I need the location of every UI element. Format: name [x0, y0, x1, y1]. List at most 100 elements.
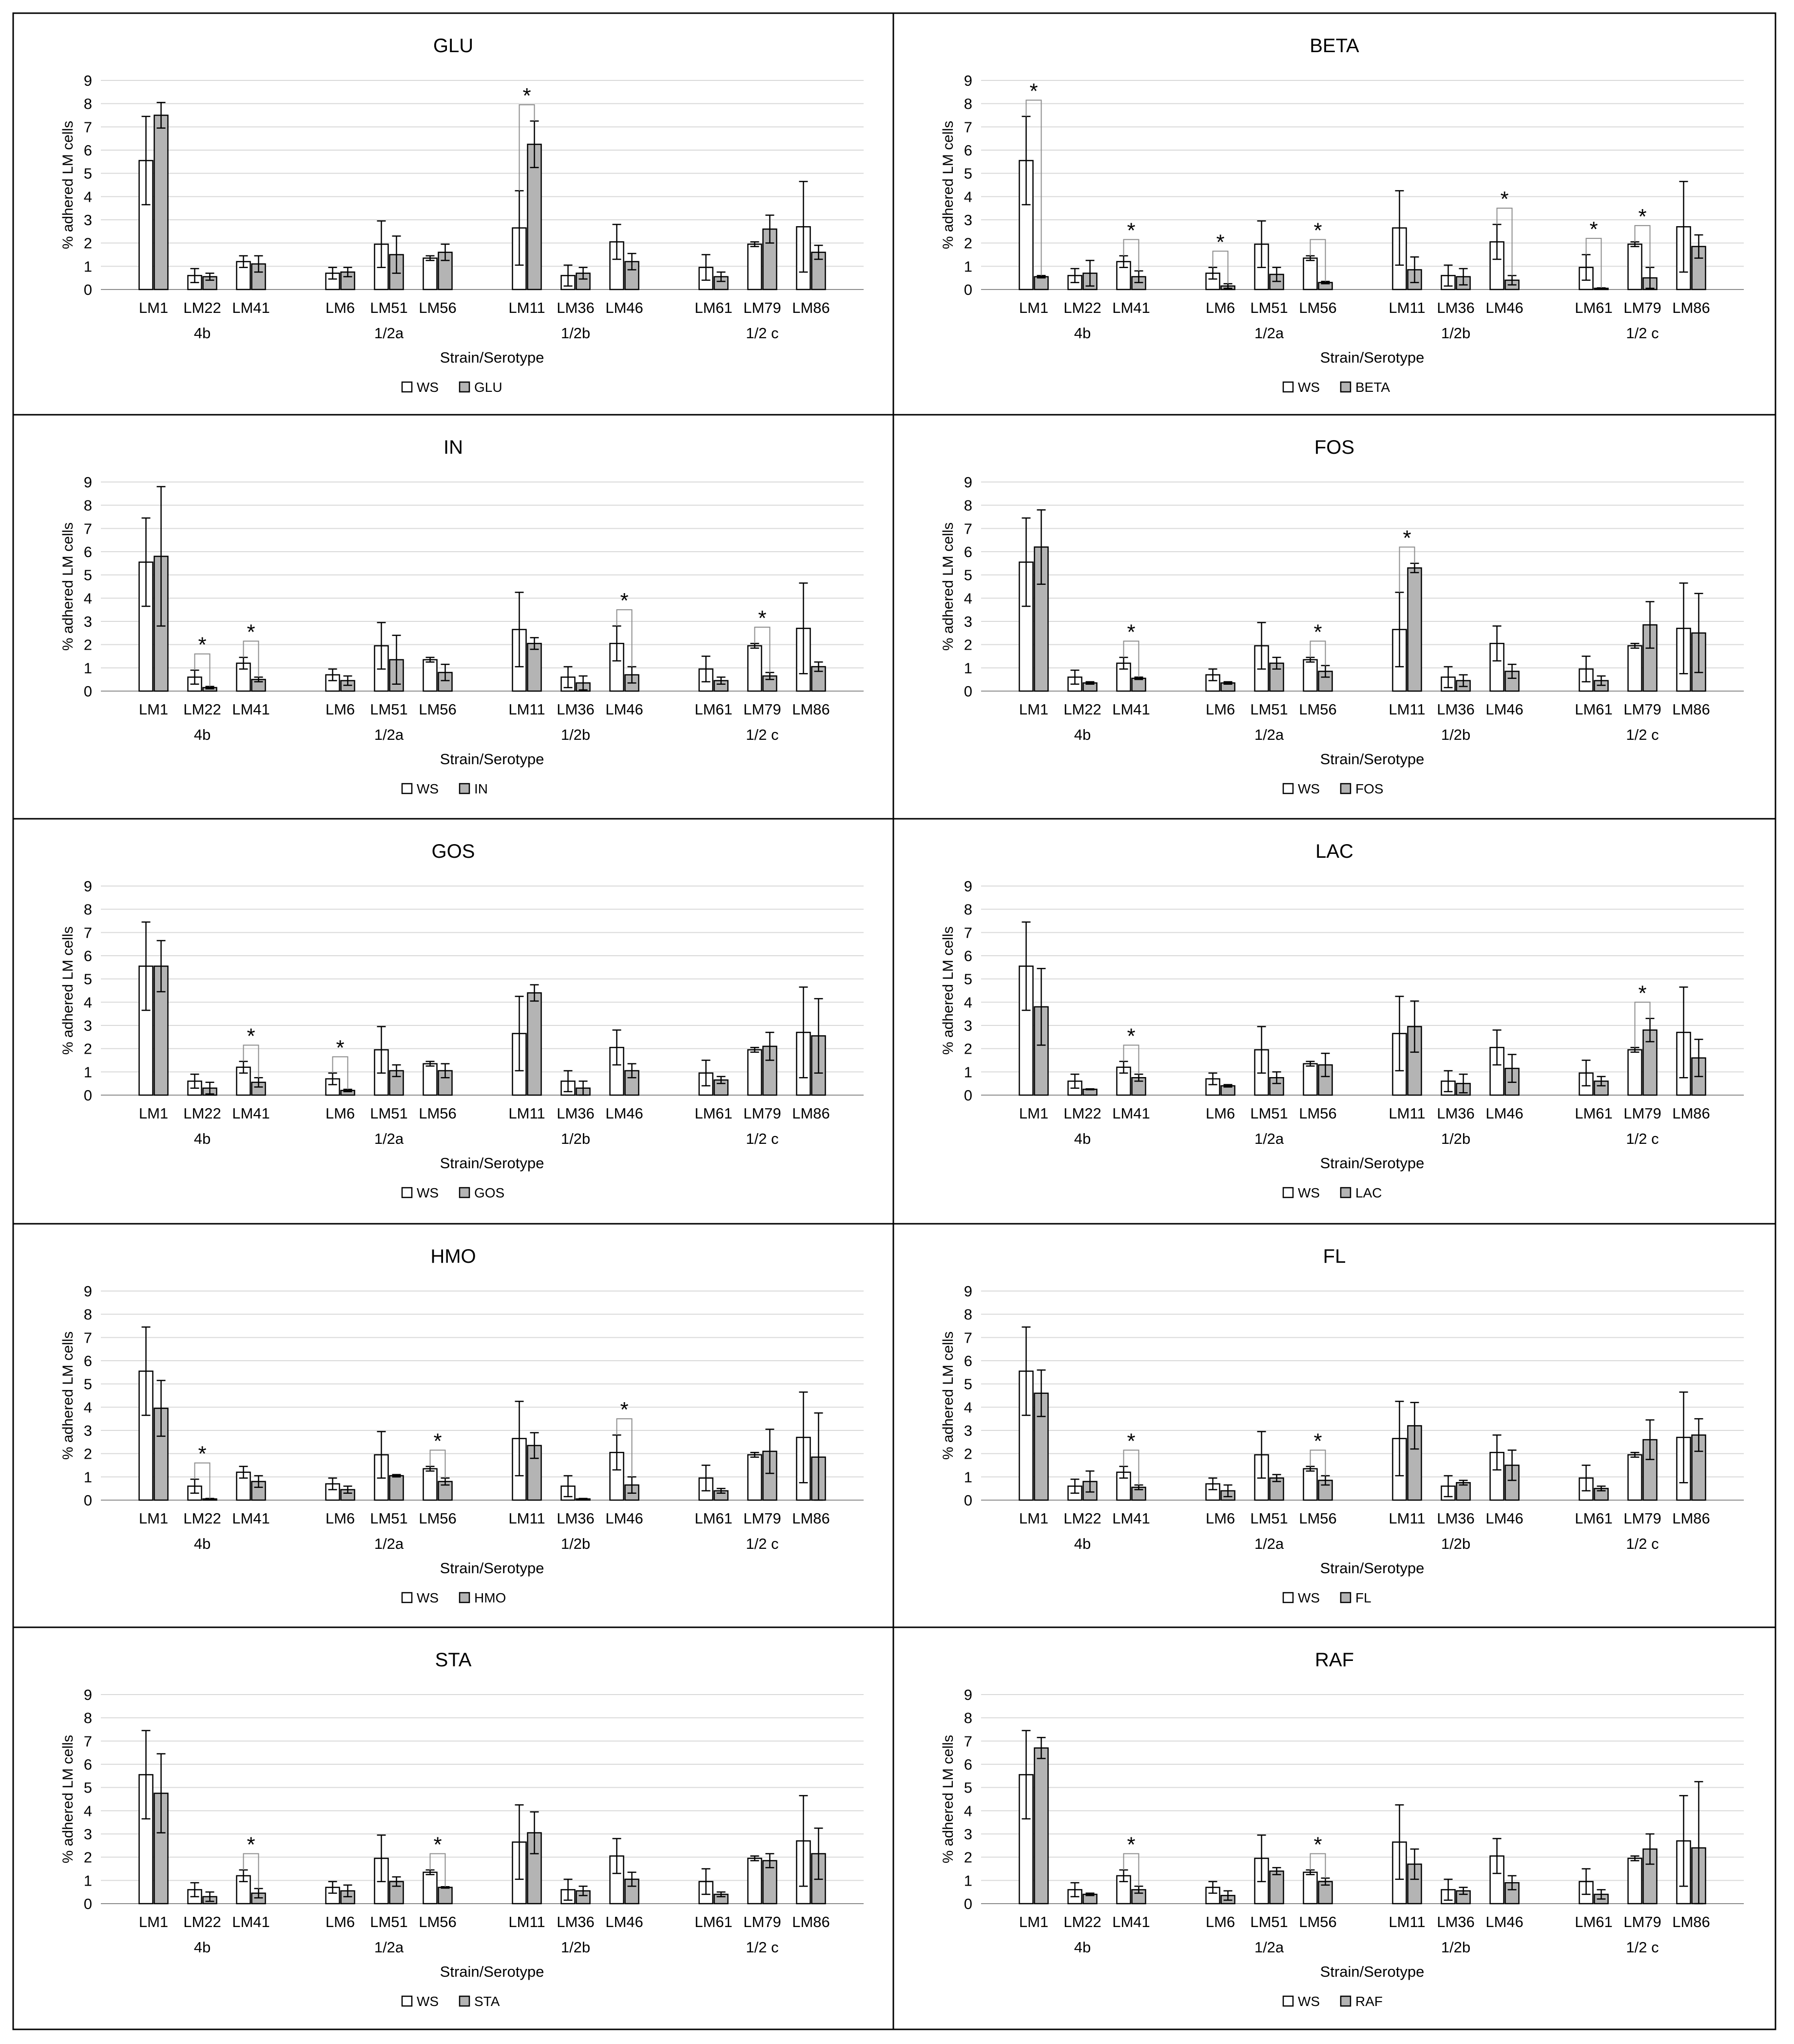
x-tick-label: LM86: [1672, 1105, 1710, 1122]
x-tick-label: LM11: [508, 1105, 545, 1122]
bar-ws-lm56: [423, 659, 438, 692]
significance-mark: *: [1029, 79, 1038, 103]
significance-bracket: [1585, 238, 1602, 288]
y-tick-label: 1: [84, 258, 92, 275]
chart-title: RAF: [1315, 1649, 1354, 1671]
legend-label-ws: WS: [1298, 380, 1320, 395]
y-tick-label: 0: [964, 281, 972, 298]
x-axis-label: Strain/Serotype: [440, 349, 544, 366]
x-tick-label: LM61: [694, 299, 733, 316]
group-label: 4b: [1074, 1130, 1091, 1147]
y-tick-label: 6: [84, 142, 92, 159]
legend-label-sta: STA: [474, 1994, 500, 2009]
y-tick-label: 0: [84, 1895, 92, 1912]
y-tick-label: 4: [84, 1399, 92, 1416]
x-tick-label: LM56: [419, 1510, 457, 1527]
significance-mark: *: [1127, 1429, 1135, 1453]
y-axis-label: % adhered LM cells: [940, 1331, 956, 1460]
y-tick-label: 3: [964, 613, 972, 630]
significance-mark: *: [433, 1833, 442, 1857]
y-tick-label: 6: [964, 947, 972, 964]
y-tick-label: 5: [84, 971, 92, 988]
y-tick-label: 4: [84, 1802, 92, 1819]
x-tick-label: LM79: [1623, 299, 1661, 316]
significance-bracket: [1634, 1002, 1651, 1048]
y-tick-label: 5: [964, 567, 972, 584]
x-tick-label: LM36: [557, 299, 595, 316]
legend-label-ws: WS: [1298, 1185, 1320, 1200]
significance-mark: *: [1313, 1429, 1322, 1453]
x-tick-label: LM41: [1112, 299, 1150, 316]
chart-title: FL: [1323, 1246, 1346, 1267]
bar-sta-lm51: [389, 1881, 404, 1905]
x-tick-label: LM41: [232, 1913, 270, 1930]
y-tick-label: 1: [84, 659, 92, 676]
group-label: 4b: [194, 1939, 211, 1956]
x-tick-label: LM79: [1623, 1105, 1661, 1122]
x-tick-label: LM36: [1437, 1510, 1475, 1527]
significance-bracket: [1123, 640, 1139, 677]
significance-mark: *: [198, 1442, 206, 1466]
significance-mark: *: [620, 589, 628, 613]
x-tick-label: LM22: [183, 1105, 221, 1122]
x-tick-label: LM56: [419, 701, 457, 718]
y-tick-label: 5: [964, 165, 972, 182]
x-tick-label: LM22: [183, 299, 221, 316]
y-tick-label: 9: [964, 1686, 972, 1703]
chart-title: IN: [444, 437, 463, 458]
y-tick-label: 3: [84, 613, 92, 630]
bar-sta-lm56: [438, 1887, 453, 1905]
x-tick-label: LM22: [183, 1913, 221, 1930]
y-tick-label: 5: [964, 971, 972, 988]
y-tick-label: 8: [84, 96, 92, 113]
bar-beta-lm1: [1034, 276, 1049, 290]
group-label: 1/2 c: [746, 726, 778, 743]
x-tick-label: LM56: [419, 1105, 457, 1122]
bar-ws-lm56: [1303, 257, 1318, 290]
x-axis-label: Strain/Serotype: [440, 751, 544, 768]
bar-ws-lm6: [325, 272, 340, 290]
x-tick-label: LM86: [792, 1510, 830, 1527]
x-tick-label: LM6: [1206, 1105, 1235, 1122]
significance-bracket: [1310, 640, 1326, 666]
significance-mark: *: [1313, 620, 1322, 644]
x-tick-label: LM86: [1672, 1913, 1710, 1930]
group-label: 1/2b: [561, 1535, 590, 1552]
x-tick-label: LM41: [232, 299, 270, 316]
x-tick-label: LM79: [743, 701, 781, 718]
bar-gos-lm61: [714, 1079, 729, 1096]
x-tick-label: LM22: [1063, 1510, 1101, 1527]
group-label: 1/2 c: [746, 325, 778, 342]
significance-bracket: [1025, 99, 1042, 276]
x-tick-label: LM36: [557, 1913, 595, 1930]
x-tick-label: LM36: [1437, 299, 1475, 316]
legend-swatch-ws: [1282, 381, 1294, 393]
x-tick-label: LM6: [1206, 1510, 1235, 1527]
group-label: 1/2a: [374, 325, 404, 342]
y-tick-label: 4: [964, 188, 972, 205]
bar-glu-lm11: [527, 143, 542, 290]
x-tick-label: LM11: [1389, 299, 1425, 316]
x-tick-label: LM22: [183, 1510, 221, 1527]
chart-panel-lac: LAC 0 1 2 3 4 5 6 7 8 9 % adhered LM cells LM1 LM22 * L…: [892, 818, 1776, 1225]
y-tick-label: 8: [964, 901, 972, 918]
x-tick-label: LM36: [557, 1510, 595, 1527]
significance-bracket: [754, 626, 771, 673]
x-tick-label: LM51: [1250, 1913, 1288, 1930]
group-label: 4b: [194, 1130, 211, 1147]
legend-swatch-ws: [401, 1995, 413, 2007]
x-tick-label: LM86: [1672, 701, 1710, 718]
y-tick-label: 8: [84, 1710, 92, 1727]
y-tick-label: 3: [964, 1017, 972, 1034]
y-tick-label: 5: [84, 1376, 92, 1393]
x-tick-label: LM11: [508, 1510, 545, 1527]
legend: WS GLU: [401, 380, 502, 395]
x-tick-label: LM1: [139, 701, 168, 718]
group-label: 1/2 c: [746, 1130, 778, 1147]
x-tick-label: LM6: [1206, 1913, 1235, 1930]
x-tick-label: LM79: [743, 1510, 781, 1527]
x-tick-label: LM36: [1437, 1105, 1475, 1122]
x-tick-label: LM56: [1299, 1510, 1337, 1527]
y-tick-label: 6: [964, 142, 972, 159]
